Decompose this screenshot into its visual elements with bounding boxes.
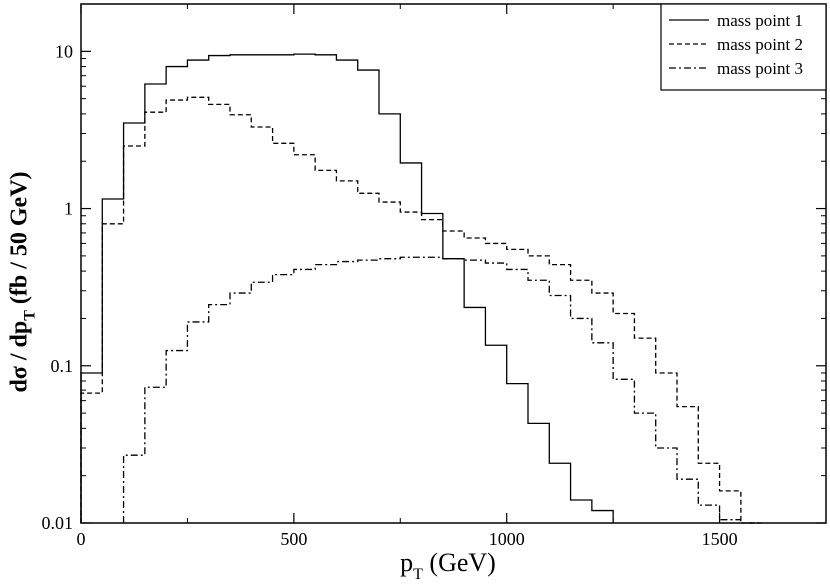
series-line-1 bbox=[80, 53, 614, 523]
y-tick-label: 0.01 bbox=[42, 513, 74, 533]
y-tick-label: 1 bbox=[64, 199, 73, 219]
y-tick-label: 0.1 bbox=[51, 356, 74, 376]
legend: mass point 1 mass point 2 mass point 3 bbox=[660, 3, 827, 91]
x-tick-label: 500 bbox=[280, 529, 307, 549]
x-tick-label: 1500 bbox=[702, 529, 738, 549]
legend-box bbox=[660, 3, 827, 91]
x-tick-label: 0 bbox=[77, 529, 86, 549]
y-axis-title: dσ / dpT (fb / 50 GeV) bbox=[6, 171, 39, 393]
series-line-2 bbox=[80, 96, 763, 524]
x-tick-label: 1000 bbox=[489, 529, 525, 549]
legend-label-3: mass point 3 bbox=[717, 59, 803, 78]
legend-label-1: mass point 1 bbox=[717, 11, 803, 30]
y-tick-label: 10 bbox=[55, 41, 73, 61]
plot-frame bbox=[80, 3, 827, 524]
series-line-3 bbox=[122, 256, 763, 524]
legend-label-2: mass point 2 bbox=[717, 35, 803, 54]
x-axis-title: pT (GeV) bbox=[400, 548, 496, 583]
